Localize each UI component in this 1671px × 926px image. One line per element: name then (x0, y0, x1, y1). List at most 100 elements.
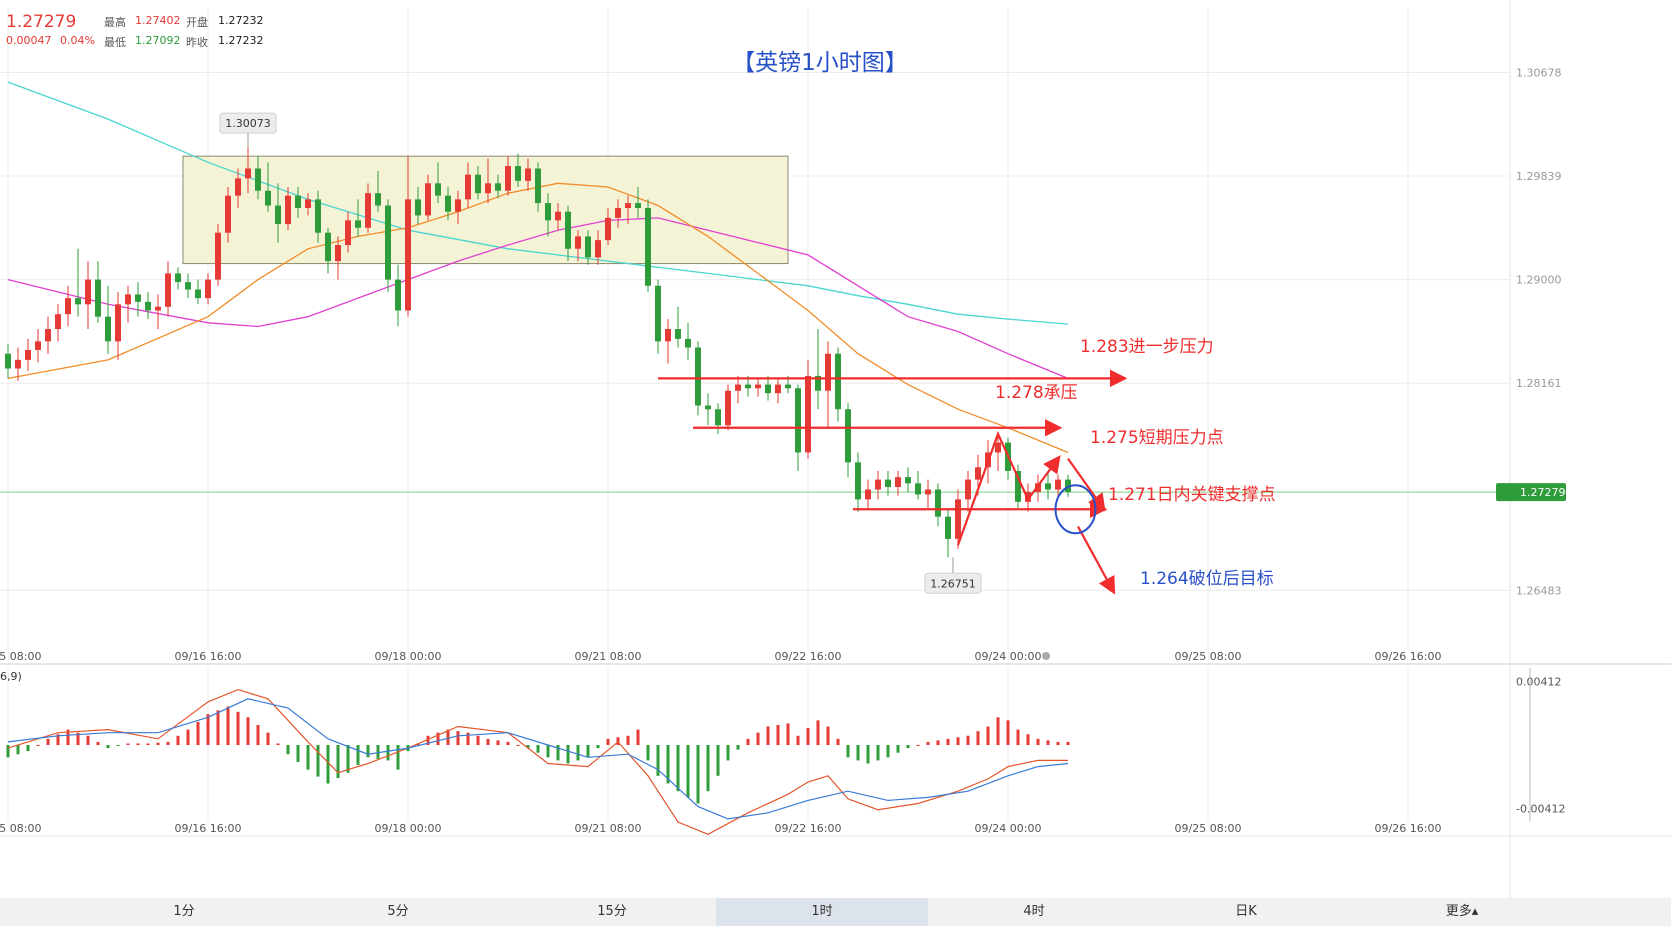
candle-body (1065, 479, 1071, 492)
tab-5min[interactable]: 5分 (387, 904, 409, 919)
annotation-label: 1.283进一步压力 (1080, 337, 1214, 357)
high-value: 1.27402 (135, 14, 181, 27)
macd-histogram-bar (806, 728, 810, 745)
callout-label: 1.26751 (930, 577, 976, 590)
macd-histogram-bar (46, 738, 50, 745)
macd-histogram-bar (876, 745, 880, 761)
candle-body (5, 353, 11, 369)
candle-body (865, 489, 871, 500)
candle-body (325, 232, 331, 262)
tab-4hour[interactable]: 4时 (1023, 904, 1045, 919)
candle-body (515, 166, 521, 181)
chart-title: 【英镑1小时图】 (732, 50, 908, 76)
macd-time-tick-label: 09/15 08:00 (0, 822, 41, 835)
macd-histogram-bar (866, 745, 870, 764)
macd-histogram-bar (366, 745, 370, 758)
macd-histogram-bar (946, 738, 950, 745)
prev-close-value: 1.27232 (218, 34, 264, 47)
candle-body (665, 329, 671, 342)
macd-histogram-bar (36, 745, 40, 746)
candle-body (125, 294, 131, 305)
support-circle (1054, 484, 1097, 535)
candle-body (615, 208, 621, 218)
chart-canvas[interactable]: 09/15 08:00 09/15 08:00 09/16 16:00 09/16 1… (0, 0, 1671, 898)
macd-histogram-bar (136, 743, 140, 745)
candle-body (555, 211, 561, 221)
open-value: 1.27232 (218, 14, 264, 27)
macd-histogram-bar (846, 745, 850, 758)
macd-histogram-bar (146, 743, 150, 745)
macd-histogram-bar (166, 741, 170, 745)
candle-body (375, 193, 381, 206)
candle-body (485, 183, 491, 194)
consolidation-box (182, 155, 789, 265)
candle-body (95, 279, 101, 317)
ma-mid-line (7, 217, 1069, 380)
candle-body (425, 183, 431, 216)
macd-histogram-bar (976, 731, 980, 745)
candle-body (165, 273, 171, 307)
candle-body (875, 479, 881, 490)
macd-histogram-bar (686, 745, 690, 798)
candle-body (895, 477, 901, 488)
candle-body (315, 199, 321, 233)
candle-body (525, 168, 531, 181)
candle-body (45, 329, 51, 342)
candle-body (345, 220, 351, 246)
price-tick-label: 1.29000 (1516, 274, 1562, 287)
tab-1min[interactable]: 1分 (173, 904, 195, 919)
time-tick-label: 09/26 16:00 (1375, 650, 1442, 663)
price-tick-label: 1.29839 (1516, 170, 1562, 183)
macd-histogram-bar (236, 711, 240, 745)
macd-histogram-bar (586, 745, 590, 758)
candle-body (655, 285, 661, 342)
macd-histogram-bar (86, 735, 90, 745)
time-tick-label: 09/21 08:00 (575, 650, 642, 663)
macd-histogram-bar (1046, 740, 1050, 745)
candle-body (835, 353, 841, 410)
tab-15min[interactable]: 15分 (597, 904, 627, 919)
quote-header: 1.27279 0.00047 0.04% 最高 1.27402 开盘 1.27… (0, 0, 640, 49)
macd-tick-label: 0.00412 (1516, 676, 1562, 689)
candle-body (965, 479, 971, 500)
macd-time-tick-label: 09/25 08:00 (1175, 822, 1242, 835)
candle-body (745, 384, 751, 389)
tab-daily[interactable]: 日K (1235, 904, 1257, 919)
candle-body (435, 183, 441, 196)
candle-body (625, 203, 631, 209)
candle-body (355, 220, 361, 228)
candle-body (385, 205, 391, 280)
candle-body (715, 409, 721, 426)
macd-histogram-bar (756, 732, 760, 745)
macd-histogram-bar (356, 745, 360, 766)
callout-box (924, 572, 982, 594)
macd-histogram-bar (706, 745, 710, 792)
tab-1hour[interactable]: 1时 (716, 898, 928, 926)
candle-body (885, 479, 891, 488)
candle-body (405, 199, 411, 311)
macd-histogram-bar (796, 735, 800, 745)
macd-histogram-bar (116, 745, 120, 746)
macd-histogram-bar (916, 745, 920, 746)
macd-histogram-bar (286, 745, 290, 755)
macd-histogram-bar (226, 706, 230, 745)
macd-histogram-bar (276, 743, 280, 745)
candle-body (685, 338, 691, 348)
macd-histogram-bar (956, 737, 960, 745)
candle-body (215, 232, 221, 280)
macd-histogram-bar (106, 745, 110, 749)
macd-histogram-bar (296, 745, 300, 762)
macd-histogram-bar (316, 745, 320, 777)
candle-body (265, 190, 271, 206)
candle-body (955, 499, 961, 539)
time-tick-label: 09/25 08:00 (1175, 650, 1242, 663)
candle-body (275, 205, 281, 225)
tab-more[interactable]: 更多▴ (1445, 904, 1479, 919)
candle-body (465, 174, 471, 200)
macd-histogram-bar (656, 745, 660, 776)
candle-body (575, 236, 581, 249)
candle-body (905, 477, 911, 484)
macd-histogram-bar (836, 738, 840, 745)
price-tick-label: 1.28161 (1516, 377, 1562, 390)
candle-body (775, 384, 781, 394)
